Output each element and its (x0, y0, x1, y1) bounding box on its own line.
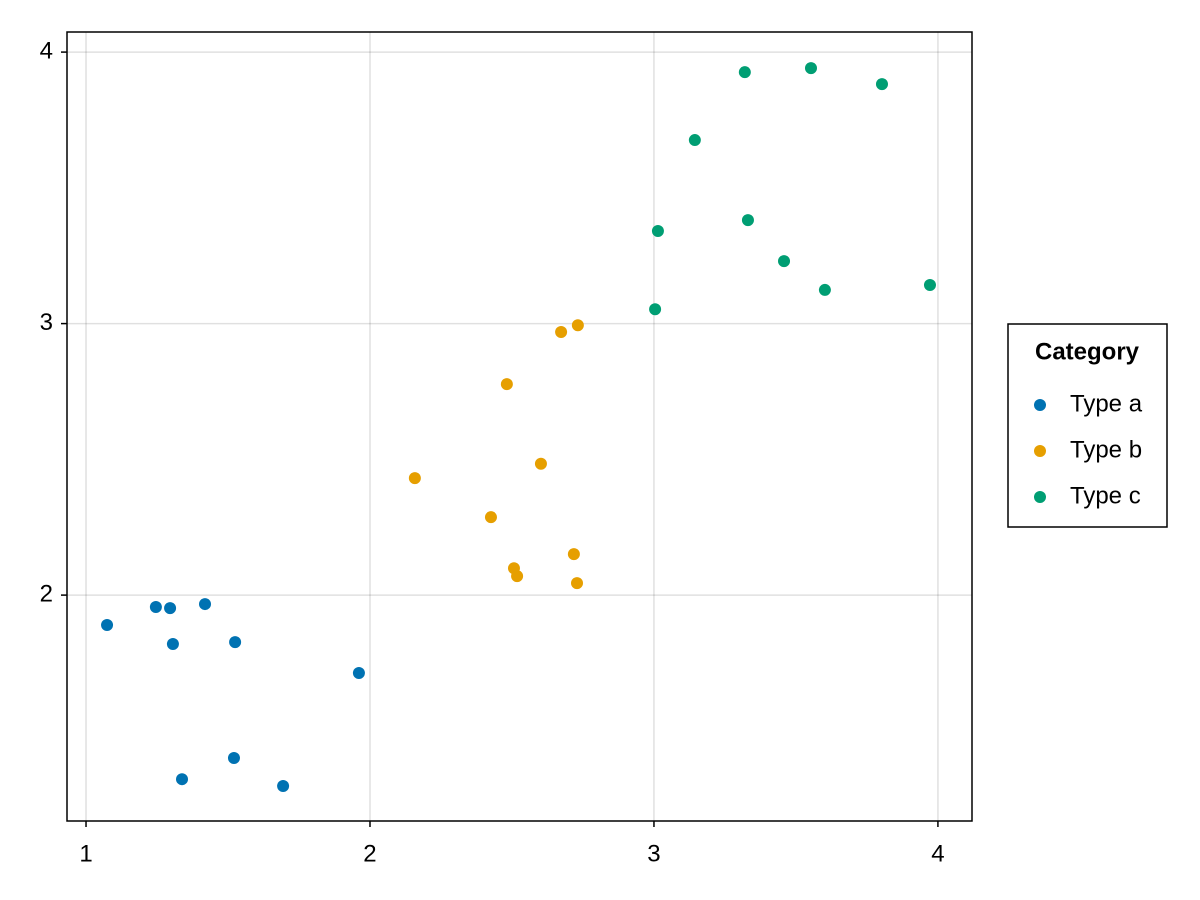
point (534, 457, 547, 470)
point (352, 667, 365, 680)
point (567, 548, 580, 561)
legend-label: Type a (1070, 390, 1143, 417)
legend-marker (1034, 445, 1046, 457)
point (555, 326, 568, 339)
legend-label: Type c (1070, 482, 1141, 509)
y-tick-label: 4 (40, 37, 53, 64)
point (101, 618, 114, 631)
point (651, 225, 664, 238)
point (738, 66, 751, 79)
y-tick-label: 2 (40, 580, 53, 607)
legend-marker (1034, 399, 1046, 411)
plot-frame (66, 31, 973, 822)
x-tick-label: 4 (931, 840, 944, 867)
point (818, 283, 831, 296)
point (741, 214, 754, 227)
point (149, 601, 162, 614)
point (778, 255, 791, 268)
point (199, 598, 212, 611)
point (277, 779, 290, 792)
x-tick-label: 3 (647, 840, 660, 867)
point (571, 577, 584, 590)
x-tick-label: 1 (79, 840, 92, 867)
point (164, 602, 177, 615)
point (500, 378, 513, 391)
point (484, 511, 497, 524)
y-tick-label: 3 (40, 309, 53, 336)
grid (67, 32, 972, 821)
legend-box (1007, 323, 1168, 528)
legend-marker (1034, 491, 1046, 503)
point (227, 752, 240, 765)
point (176, 773, 189, 786)
point (875, 78, 888, 91)
point (804, 62, 817, 75)
legend-title: Category (1035, 338, 1140, 365)
point (511, 570, 524, 583)
point (923, 279, 936, 292)
point (571, 319, 584, 332)
point (688, 134, 701, 147)
x-tick-label: 2 (363, 840, 376, 867)
marks (101, 62, 936, 792)
point (229, 636, 242, 649)
point (649, 303, 662, 316)
point (408, 472, 421, 485)
legend: Category Type a Type b Type c (1007, 323, 1168, 528)
legend-label: Type b (1070, 436, 1142, 463)
point (166, 637, 179, 650)
